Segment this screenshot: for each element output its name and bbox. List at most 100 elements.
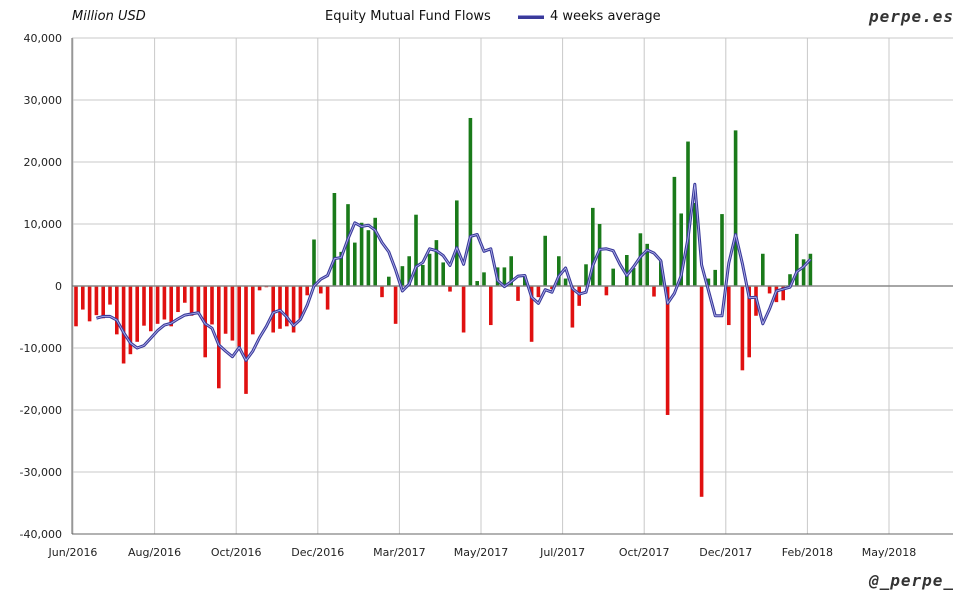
bar xyxy=(108,286,112,305)
bar xyxy=(87,286,92,322)
bar xyxy=(747,286,751,358)
x-tick-label: Dec/2017 xyxy=(699,546,752,559)
average-line-group xyxy=(96,182,812,362)
legend: 4 weeks average xyxy=(518,9,661,24)
bar xyxy=(346,204,350,286)
bar xyxy=(380,286,384,298)
x-tick-labels: Jun/2016 Aug/2016 Oct/2016 Dec/2016 Mar/2017… xyxy=(48,546,917,559)
bar xyxy=(244,286,248,394)
bar xyxy=(611,268,615,286)
bar xyxy=(550,286,554,290)
bar xyxy=(761,253,765,286)
bar xyxy=(230,286,235,341)
bar xyxy=(359,222,364,286)
bar xyxy=(325,286,330,310)
y-tick-label: -10,000 xyxy=(20,342,62,355)
bar xyxy=(570,286,575,328)
bar xyxy=(604,286,609,296)
bar xyxy=(135,286,139,342)
bar xyxy=(740,286,745,371)
bar xyxy=(332,193,337,286)
bar xyxy=(720,214,724,286)
bar xyxy=(795,233,799,286)
bars-group xyxy=(74,117,813,497)
bar xyxy=(414,214,418,286)
bar xyxy=(169,286,173,327)
x-tick-label: Aug/2016 xyxy=(128,546,181,559)
bar xyxy=(257,286,262,291)
bar xyxy=(699,286,704,497)
bar xyxy=(631,268,636,286)
bar xyxy=(652,286,656,297)
bar xyxy=(788,274,792,286)
bar xyxy=(638,233,643,286)
bar xyxy=(461,286,466,333)
bar xyxy=(223,286,228,334)
chart-title: Equity Mutual Fund Flows xyxy=(325,9,491,24)
bar xyxy=(645,243,649,286)
x-tick-label: Oct/2016 xyxy=(211,546,262,559)
bar xyxy=(543,235,547,286)
x-tick-label: May/2018 xyxy=(862,546,916,559)
bar xyxy=(237,286,241,347)
bar xyxy=(672,176,677,286)
x-tick-label: Feb/2018 xyxy=(782,546,833,559)
bar xyxy=(727,286,731,326)
bar xyxy=(128,286,133,355)
bar xyxy=(285,286,289,327)
bar xyxy=(101,286,105,319)
bar xyxy=(407,256,411,286)
bar xyxy=(312,239,316,286)
x-tick-label: Dec/2016 xyxy=(291,546,344,559)
bar xyxy=(509,256,513,286)
bar xyxy=(482,272,486,286)
bar xyxy=(665,286,670,415)
average-line-highlight xyxy=(96,183,811,361)
bar xyxy=(94,286,99,316)
bar xyxy=(196,286,201,314)
bar xyxy=(81,286,85,310)
bar xyxy=(781,286,785,301)
bar xyxy=(142,286,146,326)
bar xyxy=(210,286,214,325)
brand-label: perpe.es xyxy=(868,7,954,26)
x-tick-label: May/2017 xyxy=(454,546,508,559)
bar xyxy=(387,276,391,286)
bar xyxy=(319,286,323,294)
bar xyxy=(434,240,439,286)
bar xyxy=(679,213,683,286)
bar xyxy=(563,278,568,286)
y-tick-label: 10,000 xyxy=(24,218,63,231)
handle-label: @_perpe_ xyxy=(868,571,954,590)
bar xyxy=(298,286,303,319)
bar xyxy=(400,266,405,286)
unit-label: Million USD xyxy=(72,9,146,24)
bar xyxy=(183,286,187,303)
bar xyxy=(251,286,255,335)
bar xyxy=(591,207,595,286)
bar xyxy=(686,141,690,286)
bar xyxy=(659,261,663,286)
bar xyxy=(523,275,527,286)
bar xyxy=(808,253,813,286)
y-tick-label: -40,000 xyxy=(20,528,62,541)
x-tick-label: Jun/2016 xyxy=(48,546,98,559)
bar xyxy=(291,286,296,333)
bar xyxy=(427,253,432,286)
bar xyxy=(115,286,119,335)
legend-line-swatch xyxy=(518,14,544,19)
bar xyxy=(733,130,738,286)
bar xyxy=(121,286,126,364)
legend-line-label: 4 weeks average xyxy=(550,9,661,24)
y-tick-labels: 40,000 30,000 20,000 10,000 0 -10,000 -20,000 -… xyxy=(20,32,62,541)
bar xyxy=(271,286,275,333)
bar xyxy=(557,256,561,286)
y-tick-label: 30,000 xyxy=(24,94,63,107)
bar xyxy=(584,264,588,286)
bar xyxy=(455,200,459,286)
x-tick-label: Oct/2017 xyxy=(619,546,670,559)
bar xyxy=(713,269,717,286)
bar xyxy=(189,286,194,316)
bar xyxy=(502,267,507,286)
